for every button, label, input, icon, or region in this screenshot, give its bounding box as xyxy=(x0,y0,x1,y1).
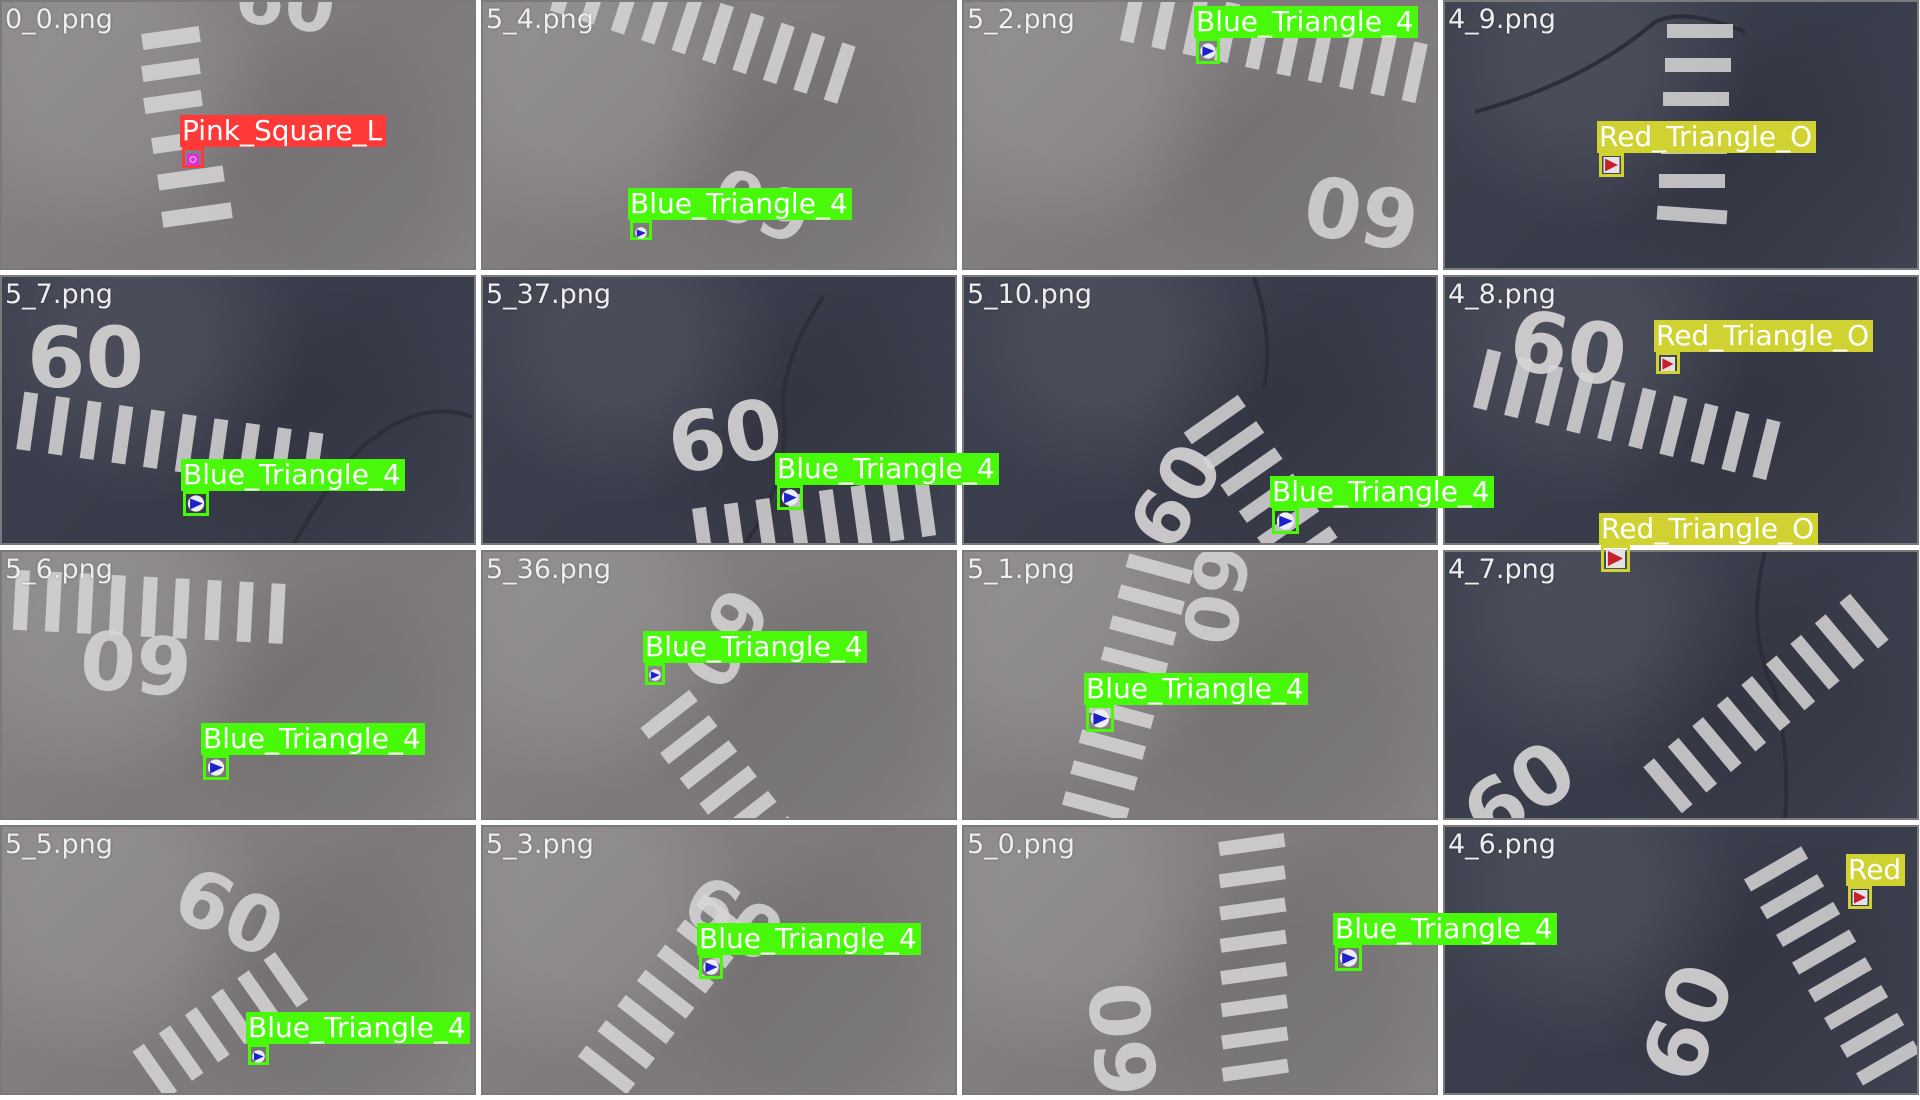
tile-filename: 0_0.png xyxy=(5,4,113,35)
runway-paint: 60 xyxy=(16,309,473,543)
tile-filename: 5_4.png xyxy=(486,4,594,35)
tile-filename: 5_36.png xyxy=(486,554,612,585)
tile-4-6: 60 4_6.png xyxy=(1443,825,1919,1095)
tile-5-36: 60 5_36.png xyxy=(481,550,957,820)
tile-5-1: 60 5_1.png xyxy=(962,550,1438,820)
runway-paint: 60 xyxy=(1446,552,1889,820)
runway-paint: 60 xyxy=(132,850,309,1093)
tile-filename: 4_9.png xyxy=(1448,4,1556,35)
runway-number: 60 xyxy=(1111,428,1241,545)
tile-5-5: 60 5_5.png xyxy=(0,825,476,1095)
tile-5-37: 60 5_37.png xyxy=(481,275,957,545)
tile-5-7: 60 5_7.png xyxy=(0,275,476,545)
runway-paint: 60 xyxy=(1073,832,1289,1095)
runway-number: 60 xyxy=(27,309,144,407)
tile-filename: 5_7.png xyxy=(5,279,113,310)
runway-paint: 60 xyxy=(661,295,937,543)
runway-paint: 60 xyxy=(577,857,798,1093)
tile-filename: 5_1.png xyxy=(967,554,1075,585)
runway-number: 60 xyxy=(160,850,296,977)
tile-filename: 5_2.png xyxy=(967,4,1075,35)
tile-filename: 5_5.png xyxy=(5,829,113,860)
tile-5-0: 60 5_0.png xyxy=(962,825,1438,1095)
tile-5-3: 60 5_3.png xyxy=(481,825,957,1095)
runway-number: 60 xyxy=(669,857,798,980)
tile-5-6: 60 5_6.png xyxy=(0,550,476,820)
tile-4-9: 4_9.png xyxy=(1443,0,1919,270)
tile-filename: 4_6.png xyxy=(1448,829,1556,860)
tile-filename: 5_0.png xyxy=(967,829,1075,860)
runway-paint: 60 xyxy=(549,2,856,259)
runway-number: 60 xyxy=(703,149,823,259)
tile-4-8: 60 4_8.png xyxy=(1443,275,1919,545)
tile-5-10: 60 5_10.png xyxy=(962,275,1438,545)
runway-paint xyxy=(1474,14,1746,225)
runway-paint: 60 xyxy=(12,569,286,713)
runway-number: 60 xyxy=(1297,154,1426,267)
tile-filename: 5_3.png xyxy=(486,829,594,860)
tile-filename: 4_8.png xyxy=(1448,279,1556,310)
tile-5-4: 60 5_4.png xyxy=(481,0,957,270)
runway-number: 60 xyxy=(77,610,196,712)
runway-number: 60 xyxy=(230,2,341,51)
runway-paint: 60 xyxy=(1119,2,1428,267)
tile-filename: 5_6.png xyxy=(5,554,113,585)
tile-filename: 5_37.png xyxy=(486,279,612,310)
runway-paint: 60 xyxy=(1062,552,1265,818)
tile-5-2: 60 5_2.png xyxy=(962,0,1438,270)
tile-filename: 4_7.png xyxy=(1448,554,1556,585)
runway-paint: 60 xyxy=(1622,846,1917,1094)
runway-number: 60 xyxy=(661,381,790,494)
runway-number: 60 xyxy=(1446,722,1594,820)
runway-paint: 60 xyxy=(141,2,341,228)
runway-number: 60 xyxy=(1622,951,1754,1094)
runway-number: 60 xyxy=(1165,552,1265,651)
runway-number: 60 xyxy=(663,573,786,702)
tile-filename: 5_10.png xyxy=(967,279,1093,310)
runway-paint: 60 xyxy=(1473,290,1781,481)
runway-paint: 60 xyxy=(640,573,797,818)
tile-4-7: 60 4_7.png xyxy=(1443,550,1919,820)
tile-0-0: 60 0_0.png xyxy=(0,0,476,270)
runway-number: 60 xyxy=(1073,978,1178,1095)
runway-paint: 60 xyxy=(1111,277,1338,545)
